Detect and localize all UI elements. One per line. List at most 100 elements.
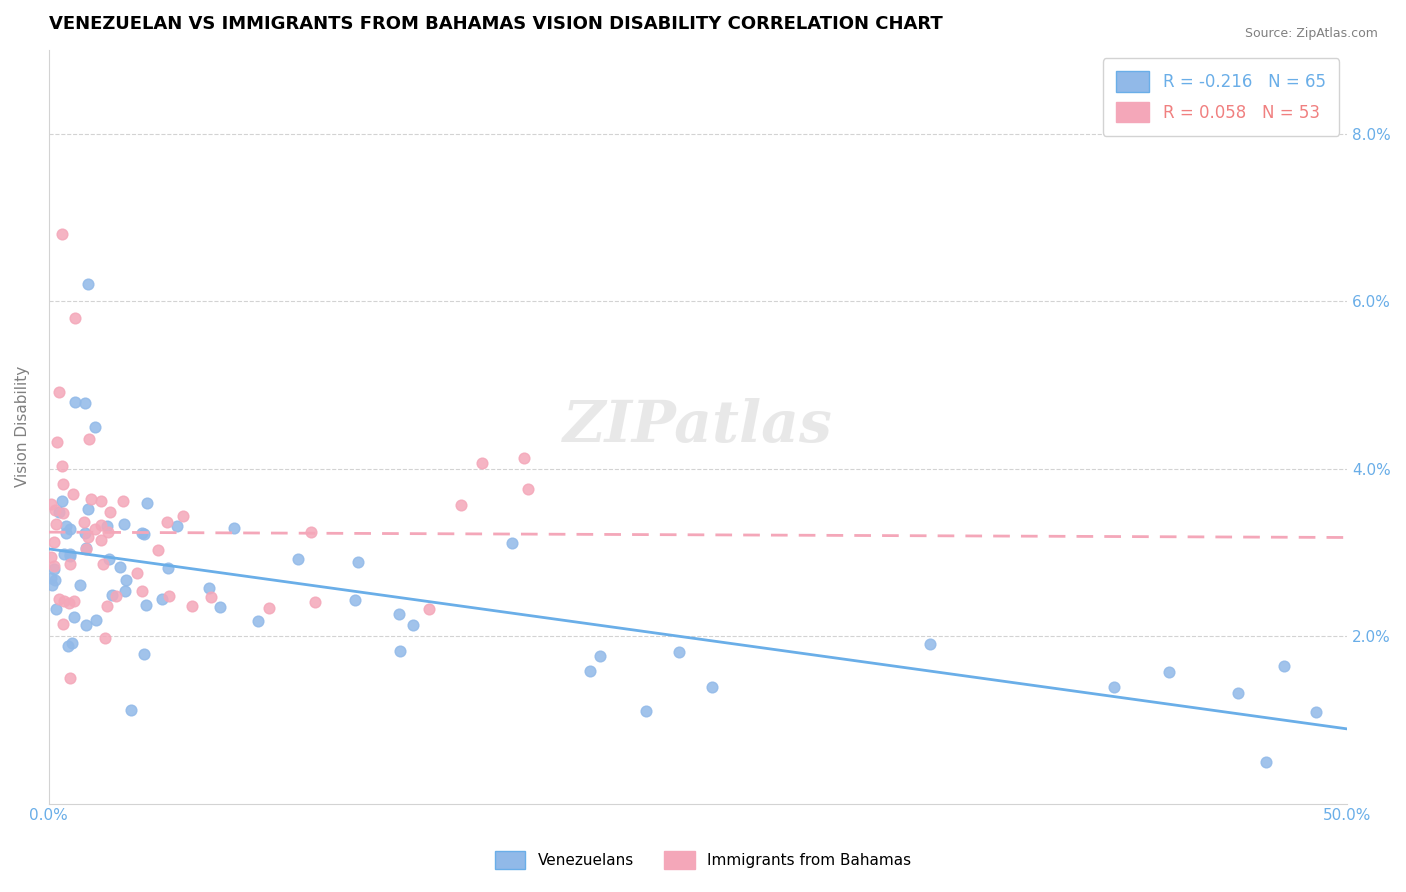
Immigrants from Bahamas bbox=[44, 503, 66, 517]
Venezuelans bbox=[120, 704, 142, 718]
Immigrants from Bahamas bbox=[156, 515, 179, 529]
Immigrants from Bahamas bbox=[90, 517, 112, 532]
Text: VENEZUELAN VS IMMIGRANTS FROM BAHAMAS VISION DISABILITY CORRELATION CHART: VENEZUELAN VS IMMIGRANTS FROM BAHAMAS VI… bbox=[49, 15, 942, 33]
Venezuelans bbox=[115, 574, 138, 588]
Immigrants from Bahamas bbox=[98, 505, 121, 519]
Venezuelans bbox=[73, 525, 96, 540]
Venezuelans bbox=[60, 635, 83, 649]
Venezuelans bbox=[1256, 755, 1278, 769]
Venezuelans bbox=[346, 555, 368, 569]
Immigrants from Bahamas bbox=[41, 549, 63, 564]
Venezuelans bbox=[48, 505, 70, 519]
Immigrants from Bahamas bbox=[517, 482, 540, 496]
Legend: Venezuelans, Immigrants from Bahamas: Venezuelans, Immigrants from Bahamas bbox=[489, 845, 917, 875]
Venezuelans bbox=[501, 536, 523, 550]
Immigrants from Bahamas bbox=[84, 522, 107, 536]
Immigrants from Bahamas bbox=[200, 590, 222, 604]
Venezuelans bbox=[1305, 705, 1327, 719]
Y-axis label: Vision Disability: Vision Disability bbox=[15, 366, 30, 487]
Venezuelans bbox=[75, 618, 97, 632]
Venezuelans bbox=[41, 571, 63, 585]
Venezuelans bbox=[76, 501, 98, 516]
Immigrants from Bahamas bbox=[41, 497, 63, 511]
Venezuelans bbox=[131, 525, 153, 540]
Immigrants from Bahamas bbox=[257, 601, 280, 615]
Venezuelans bbox=[56, 639, 79, 653]
Venezuelans bbox=[589, 648, 612, 663]
Venezuelans bbox=[98, 552, 121, 566]
Immigrants from Bahamas bbox=[513, 451, 536, 466]
Venezuelans bbox=[84, 419, 107, 434]
Venezuelans bbox=[112, 516, 135, 531]
Text: ZIPatlas: ZIPatlas bbox=[562, 399, 832, 455]
Venezuelans bbox=[402, 618, 425, 632]
Immigrants from Bahamas bbox=[125, 566, 148, 580]
Venezuelans bbox=[59, 547, 82, 561]
Immigrants from Bahamas bbox=[112, 494, 135, 508]
Immigrants from Bahamas bbox=[131, 583, 153, 598]
Venezuelans bbox=[287, 552, 309, 566]
Venezuelans bbox=[59, 549, 82, 564]
Immigrants from Bahamas bbox=[299, 524, 322, 539]
Venezuelans bbox=[76, 277, 98, 292]
Legend: R = -0.216   N = 65, R = 0.058   N = 53: R = -0.216 N = 65, R = 0.058 N = 53 bbox=[1102, 58, 1339, 136]
Immigrants from Bahamas bbox=[58, 596, 80, 610]
Venezuelans bbox=[224, 521, 246, 535]
Venezuelans bbox=[344, 592, 367, 607]
Venezuelans bbox=[114, 584, 136, 599]
Venezuelans bbox=[63, 394, 86, 409]
Immigrants from Bahamas bbox=[42, 534, 65, 549]
Venezuelans bbox=[702, 680, 724, 694]
Venezuelans bbox=[918, 636, 941, 650]
Immigrants from Bahamas bbox=[181, 599, 204, 613]
Venezuelans bbox=[84, 613, 107, 627]
Venezuelans bbox=[579, 665, 602, 679]
Venezuelans bbox=[96, 519, 118, 533]
Immigrants from Bahamas bbox=[75, 542, 97, 557]
Immigrants from Bahamas bbox=[63, 594, 86, 608]
Text: Source: ZipAtlas.com: Source: ZipAtlas.com bbox=[1244, 27, 1378, 40]
Immigrants from Bahamas bbox=[77, 530, 100, 544]
Venezuelans bbox=[55, 519, 77, 533]
Venezuelans bbox=[668, 645, 690, 659]
Venezuelans bbox=[636, 704, 658, 718]
Venezuelans bbox=[134, 647, 156, 661]
Immigrants from Bahamas bbox=[146, 542, 169, 557]
Immigrants from Bahamas bbox=[172, 508, 194, 523]
Venezuelans bbox=[41, 578, 63, 592]
Venezuelans bbox=[42, 561, 65, 575]
Immigrants from Bahamas bbox=[45, 516, 67, 531]
Venezuelans bbox=[108, 560, 131, 574]
Immigrants from Bahamas bbox=[105, 589, 128, 603]
Venezuelans bbox=[69, 578, 91, 592]
Immigrants from Bahamas bbox=[62, 487, 84, 501]
Immigrants from Bahamas bbox=[63, 310, 86, 325]
Immigrants from Bahamas bbox=[90, 493, 112, 508]
Immigrants from Bahamas bbox=[52, 506, 75, 520]
Venezuelans bbox=[135, 599, 157, 613]
Venezuelans bbox=[166, 519, 188, 533]
Venezuelans bbox=[45, 602, 67, 616]
Venezuelans bbox=[1227, 685, 1250, 699]
Immigrants from Bahamas bbox=[51, 227, 73, 241]
Venezuelans bbox=[157, 561, 180, 575]
Venezuelans bbox=[209, 600, 232, 615]
Immigrants from Bahamas bbox=[94, 631, 117, 645]
Immigrants from Bahamas bbox=[48, 385, 70, 400]
Immigrants from Bahamas bbox=[48, 592, 70, 607]
Immigrants from Bahamas bbox=[51, 459, 73, 474]
Venezuelans bbox=[1274, 659, 1296, 673]
Immigrants from Bahamas bbox=[53, 594, 76, 608]
Venezuelans bbox=[1102, 680, 1125, 694]
Immigrants from Bahamas bbox=[96, 525, 118, 540]
Immigrants from Bahamas bbox=[304, 595, 326, 609]
Immigrants from Bahamas bbox=[45, 435, 67, 450]
Immigrants from Bahamas bbox=[157, 590, 180, 604]
Venezuelans bbox=[76, 541, 98, 555]
Immigrants from Bahamas bbox=[59, 557, 82, 571]
Venezuelans bbox=[101, 588, 124, 602]
Immigrants from Bahamas bbox=[471, 456, 494, 470]
Immigrants from Bahamas bbox=[52, 476, 75, 491]
Venezuelans bbox=[197, 581, 219, 595]
Venezuelans bbox=[58, 522, 80, 536]
